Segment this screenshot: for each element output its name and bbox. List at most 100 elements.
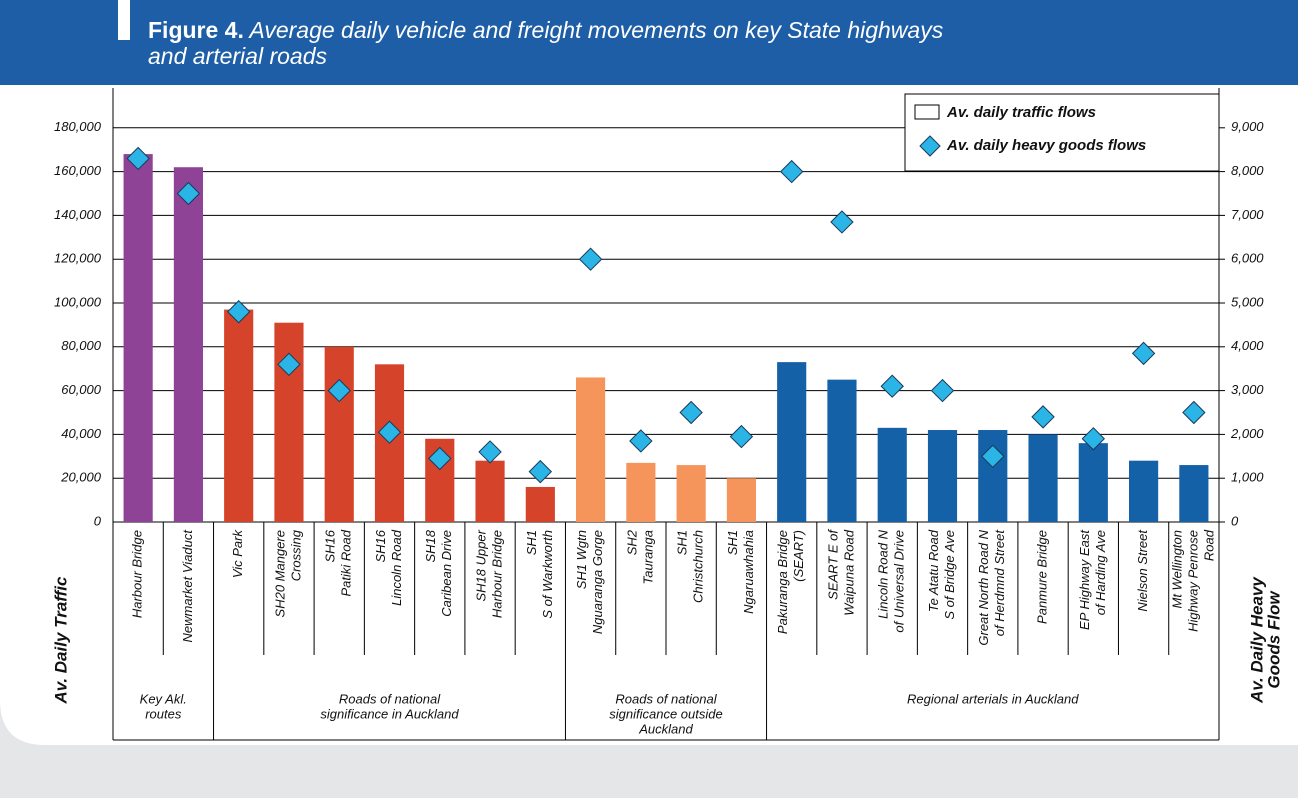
x-tick-line: Nguaranga Gorge (590, 530, 605, 634)
x-tick-line: SH2 (624, 529, 639, 555)
group-label: significance outside (609, 706, 722, 721)
legend-label: Av. daily heavy goods flows (946, 137, 1146, 154)
diamond (126, 146, 150, 171)
y2-tick-label: 7,000 (1231, 207, 1264, 222)
bar (173, 167, 203, 522)
y-tick-label: 160,000 (54, 163, 102, 178)
diamond (880, 374, 904, 398)
x-tick-label: SH18 Upper Harbour Bridge (473, 529, 504, 618)
x-tick-label: Panmure Bridge (1034, 530, 1049, 624)
y-tick-label: 80,000 (61, 338, 102, 353)
diamond (277, 352, 301, 377)
x-tick-label: Vic Park (230, 529, 245, 579)
diamond (1131, 341, 1156, 366)
x-tick-line: Great North Road N (976, 529, 991, 645)
diamond (679, 400, 703, 425)
bar (1129, 460, 1159, 522)
x-tick-label: SH1 S of Warkworth (524, 530, 555, 619)
y-tick-label: 140,000 (54, 207, 102, 222)
bar (525, 486, 555, 522)
x-tick-line: SH18 Upper (473, 529, 488, 601)
diamond (629, 429, 653, 453)
group-label: Key Akl. (140, 691, 187, 706)
x-tick-label: Harbour Bridge (130, 530, 145, 618)
bar (978, 430, 1008, 522)
x-tick-label: SH2 Tauranga (624, 529, 655, 584)
x-tick-line: S of Warkworth (540, 530, 555, 619)
bar (877, 427, 907, 522)
y2-tick-label: 2,000 (1230, 426, 1264, 441)
x-tick-line: Highway Penrose (1185, 530, 1200, 632)
bar (576, 377, 606, 522)
diamond (1031, 405, 1055, 429)
y-tick-label: 180,000 (54, 119, 102, 134)
diamond (1182, 400, 1206, 425)
x-tick-label: Nielson Street (1135, 529, 1150, 612)
bar (676, 465, 706, 522)
x-tick-label: Te Atatu Road S of Bridge Ave (926, 529, 957, 619)
x-tick-line: Patiki Road (339, 529, 354, 596)
y2-tick-label: 6,000 (1231, 251, 1264, 266)
x-tick-line: Lincoln Road N (876, 529, 891, 618)
x-tick-line: Pakuranga Bridge (775, 530, 790, 634)
y2-tick-label: 4,000 (1231, 338, 1264, 353)
bar (777, 362, 807, 522)
x-tick-label: SH1 Wgtn Nguaranga Gorge (574, 530, 605, 634)
diamond (779, 159, 804, 184)
group-label: Regional arterials in Auckland (907, 691, 1079, 706)
header (0, 0, 1298, 85)
x-tick-label: SH1 Ngaruawhahia (725, 530, 756, 614)
y2-tick-label: 8,000 (1231, 163, 1264, 178)
x-tick-line: Vic Park (230, 529, 245, 579)
header-notch (118, 0, 130, 40)
x-tick-line: EP Highway East (1077, 529, 1092, 630)
x-tick-line: SH1 (675, 530, 690, 555)
bar (1078, 443, 1108, 522)
x-tick-line: SH18 (423, 529, 438, 562)
x-tick-line: Lincoln Road (389, 529, 404, 606)
title-line: and arterial roads (148, 43, 327, 69)
figure-label: Figure 4. (148, 17, 244, 43)
legend-label: Av. daily traffic flows (946, 104, 1096, 121)
x-tick-line: Crossing (288, 529, 303, 581)
x-tick-line: SH16 (323, 529, 338, 562)
x-tick-line: SH20 Mangere (272, 530, 287, 617)
x-tick-label: Mt Wellington Highway Penrose Road (1169, 529, 1216, 632)
diamond (327, 378, 351, 403)
x-tick-line: SEART E of (825, 529, 840, 600)
x-tick-line: SH1 Wgtn (574, 530, 589, 589)
x-tick-line: Harbour Bridge (489, 530, 504, 618)
bar (626, 462, 656, 522)
x-tick-label: SH16 Patiki Road (323, 529, 354, 596)
bar (123, 154, 153, 522)
diamond (478, 440, 502, 464)
x-tick-line: SH16 (373, 529, 388, 562)
bar (224, 309, 254, 522)
group-label: Roads of national (339, 691, 441, 706)
group-label: routes (145, 706, 182, 721)
x-tick-line: Panmure Bridge (1034, 530, 1049, 624)
bar (726, 478, 756, 522)
y-tick-label: 120,000 (54, 251, 102, 266)
y-tick-label: 40,000 (61, 426, 102, 441)
y2-tick-label: 0 (1231, 513, 1239, 528)
diamond (377, 420, 402, 444)
y-tick-label: 60,000 (61, 382, 102, 397)
bar (475, 460, 505, 522)
y-tick-label: 0 (94, 513, 102, 528)
diamond (176, 181, 201, 206)
title-line: Average daily vehicle and freight moveme… (247, 17, 943, 43)
y-axis-title: Av. Daily Traffic (51, 576, 70, 704)
x-tick-label: Newmarket Viaduct (180, 529, 195, 643)
x-tick-line: Harbour Bridge (130, 530, 145, 618)
x-tick-line: Ngaruawhahia (741, 530, 756, 614)
diamond (1081, 427, 1106, 451)
y-tick-label: 100,000 (54, 294, 102, 309)
bar (1179, 465, 1209, 522)
x-tick-label: SH18 Caribean Drive (423, 529, 454, 616)
x-tick-line: S of Bridge Ave (942, 530, 957, 620)
